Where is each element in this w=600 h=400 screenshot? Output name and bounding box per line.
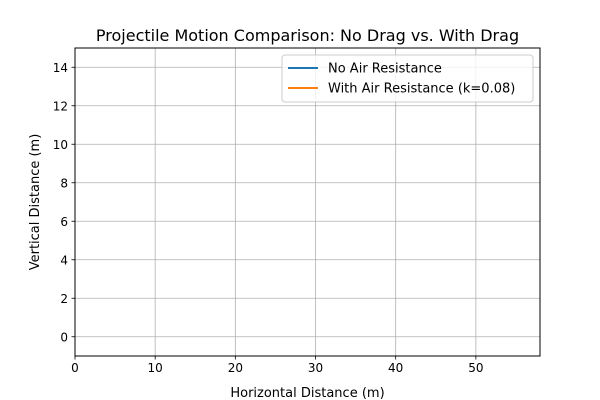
x-tick-label: 0 [71, 361, 79, 375]
y-axis-label: Vertical Distance (m) [28, 134, 43, 271]
y-tick-label: 12 [53, 99, 68, 113]
plot-frame [74, 47, 541, 357]
axis-ticks: 0 10 20 30 40 50 0 2 4 6 8 10 12 14 [53, 61, 484, 375]
y-tick-label: 0 [60, 330, 68, 344]
y-tick-label: 14 [53, 61, 68, 75]
y-tick-label: 8 [60, 176, 68, 190]
x-tick-label: 20 [228, 361, 243, 375]
x-tick-label: 50 [468, 361, 483, 375]
y-tick-label: 10 [53, 138, 68, 152]
legend-label-1: With Air Resistance (k=0.08) [328, 82, 515, 97]
x-tick-label: 40 [388, 361, 403, 375]
x-tick-label: 30 [308, 361, 323, 375]
legend-label-0: No Air Resistance [328, 62, 442, 77]
y-tick-label: 4 [60, 253, 68, 267]
y-tick-label: 6 [60, 215, 68, 229]
legend: No Air Resistance With Air Resistance (k=… [281, 54, 534, 103]
y-tick-label: 2 [60, 292, 68, 306]
chart-title: Projectile Motion Comparison: No Drag vs… [96, 26, 519, 45]
legend-box [281, 54, 534, 103]
x-axis-label: Horizontal Distance (m) [230, 386, 384, 400]
x-tick-label: 10 [148, 361, 163, 375]
